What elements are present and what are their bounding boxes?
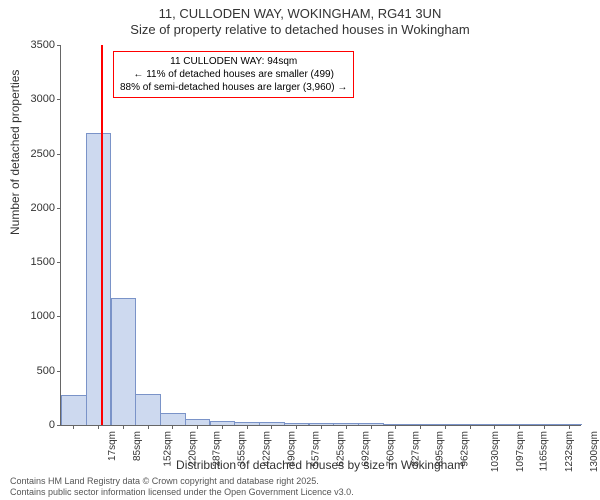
y-tick-mark — [57, 316, 61, 317]
annotation-line: ← 11% of detached houses are smaller (49… — [120, 68, 347, 81]
y-tick-label: 0 — [15, 419, 61, 431]
x-tick-mark — [321, 425, 322, 429]
plot-area: 050010001500200025003000350017sqm85sqm15… — [60, 45, 581, 426]
x-tick-mark — [172, 425, 173, 429]
x-tick-mark — [395, 425, 396, 429]
x-tick-mark — [544, 425, 545, 429]
y-tick-mark — [57, 425, 61, 426]
y-tick-label: 3000 — [15, 93, 61, 105]
x-tick-mark — [569, 425, 570, 429]
y-tick-mark — [57, 262, 61, 263]
x-tick-mark — [371, 425, 372, 429]
y-tick-label: 500 — [15, 365, 61, 377]
y-tick-label: 2000 — [15, 202, 61, 214]
x-tick-mark — [98, 425, 99, 429]
y-tick-label: 3500 — [15, 39, 61, 51]
subject-marker-line — [101, 45, 103, 425]
histogram-bar — [111, 298, 137, 425]
chart-title-address: 11, CULLODEN WAY, WOKINGHAM, RG41 3UN — [0, 6, 600, 21]
histogram-bar — [86, 133, 112, 425]
x-tick-mark — [420, 425, 421, 429]
x-tick-mark — [445, 425, 446, 429]
x-tick-mark — [123, 425, 124, 429]
y-tick-mark — [57, 208, 61, 209]
y-tick-label: 2500 — [15, 148, 61, 160]
x-tick-mark — [519, 425, 520, 429]
y-tick-label: 1000 — [15, 310, 61, 322]
x-axis-label: Distribution of detached houses by size … — [60, 458, 580, 472]
chart-container: 11, CULLODEN WAY, WOKINGHAM, RG41 3UN Si… — [0, 0, 600, 500]
chart-footer: Contains HM Land Registry data © Crown c… — [10, 476, 354, 498]
x-tick-mark — [73, 425, 74, 429]
footer-line2: Contains public sector information licen… — [10, 487, 354, 498]
x-tick-mark — [346, 425, 347, 429]
y-tick-mark — [57, 99, 61, 100]
x-tick-mark — [271, 425, 272, 429]
y-tick-label: 1500 — [15, 256, 61, 268]
x-tick-mark — [296, 425, 297, 429]
x-tick-label: 1300sqm — [589, 431, 600, 472]
annotation-line: 88% of semi-detached houses are larger (… — [120, 81, 347, 94]
y-tick-mark — [57, 371, 61, 372]
annotation-line: 11 CULLODEN WAY: 94sqm — [120, 55, 347, 68]
x-tick-label: 85sqm — [132, 431, 143, 461]
histogram-bar — [160, 413, 186, 425]
y-tick-mark — [57, 154, 61, 155]
x-tick-mark — [247, 425, 248, 429]
y-tick-mark — [57, 45, 61, 46]
histogram-bar — [61, 395, 87, 425]
x-tick-mark — [222, 425, 223, 429]
x-tick-mark — [494, 425, 495, 429]
histogram-bar — [135, 394, 161, 425]
chart-title-desc: Size of property relative to detached ho… — [0, 22, 600, 37]
x-tick-label: 17sqm — [107, 431, 118, 461]
annotation-box: 11 CULLODEN WAY: 94sqm← 11% of detached … — [113, 51, 354, 98]
x-tick-mark — [148, 425, 149, 429]
x-tick-mark — [470, 425, 471, 429]
x-tick-mark — [197, 425, 198, 429]
footer-line1: Contains HM Land Registry data © Crown c… — [10, 476, 354, 487]
